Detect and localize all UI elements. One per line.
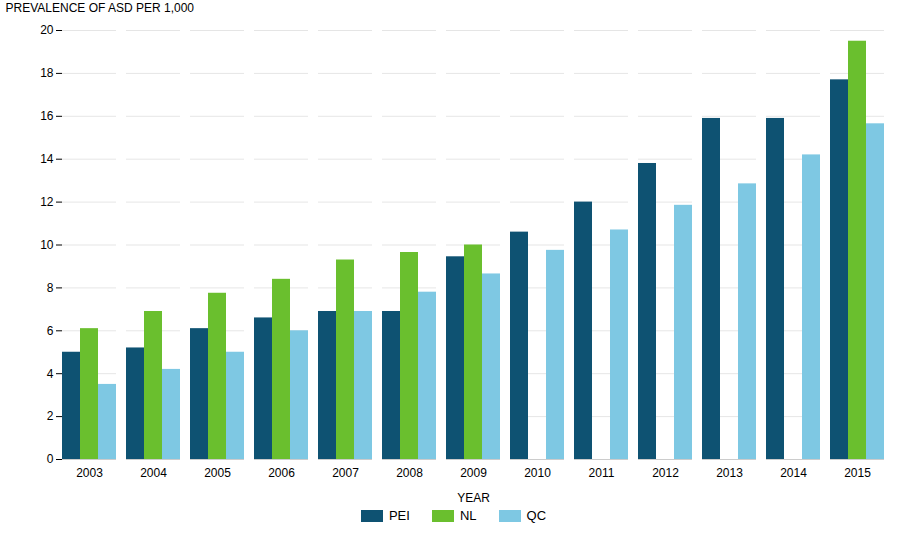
svg-text:2: 2	[47, 409, 54, 423]
svg-text:16: 16	[40, 109, 54, 123]
svg-text:2010: 2010	[524, 466, 551, 480]
svg-text:2013: 2013	[716, 466, 743, 480]
svg-text:18: 18	[40, 66, 54, 80]
svg-text:2004: 2004	[140, 466, 167, 480]
svg-text:2009: 2009	[460, 466, 487, 480]
html-text:NL: NL	[459, 508, 477, 523]
svg-text:2007: 2007	[332, 466, 359, 480]
html-text:PEI: PEI	[389, 508, 410, 523]
svg-text:20: 20	[40, 23, 54, 37]
svg-text:2011: 2011	[589, 466, 615, 480]
svg-text:2015: 2015	[844, 466, 871, 480]
svg-text:2008: 2008	[396, 466, 423, 480]
svg-text:2006: 2006	[268, 466, 295, 480]
svg-text:8: 8	[47, 281, 54, 295]
svg-text:10: 10	[40, 238, 54, 252]
svg-text:PREVALENCE OF ASD PER 1,000: PREVALENCE OF ASD PER 1,000	[6, 1, 195, 15]
svg-text:2003: 2003	[76, 466, 103, 480]
svg-text:0: 0	[47, 452, 54, 466]
svg-text:2005: 2005	[204, 466, 231, 480]
svg-text:6: 6	[47, 324, 54, 338]
svg-text:4: 4	[47, 367, 54, 381]
html-text:QC: QC	[526, 508, 546, 523]
svg-text:14: 14	[40, 152, 54, 166]
svg-text:2014: 2014	[780, 466, 807, 480]
svg-text:12: 12	[40, 195, 54, 209]
svg-text:YEAR: YEAR	[457, 491, 490, 505]
svg-text:2012: 2012	[652, 466, 679, 480]
